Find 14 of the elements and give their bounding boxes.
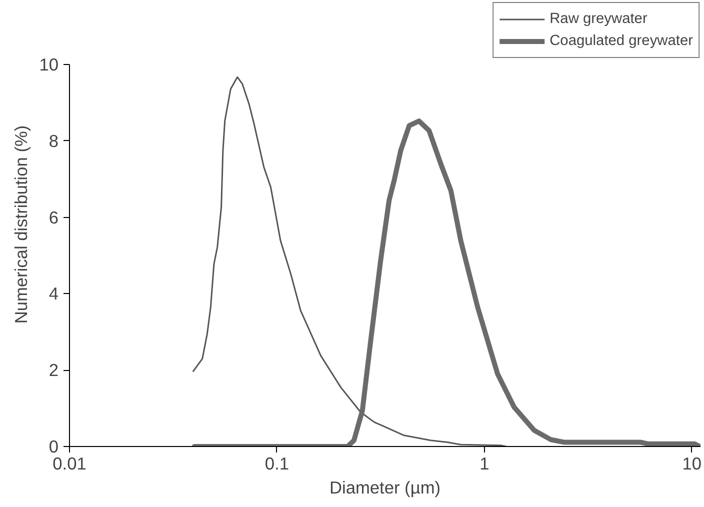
y-tick-label: 6 (48, 207, 59, 228)
y-tick-label: 2 (48, 360, 59, 380)
y-tick-label: 10 (39, 54, 59, 74)
x-tick-label: 0.1 (264, 454, 290, 474)
x-axis-title: Diameter (µm) (329, 478, 441, 498)
legend-label: Raw greywater (550, 11, 648, 27)
x-tick-label: 1 (480, 454, 490, 474)
x-tick-label: 0.01 (52, 454, 86, 474)
y-axis-title: Numerical distribution (%) (11, 125, 32, 324)
y-tick-label: 0 (48, 436, 59, 456)
y-tick-label: 4 (48, 284, 59, 304)
x-tick-label: 10 (682, 454, 702, 474)
legend-label: Coagulated greywater (550, 33, 693, 49)
y-tick-label: 8 (48, 130, 59, 151)
